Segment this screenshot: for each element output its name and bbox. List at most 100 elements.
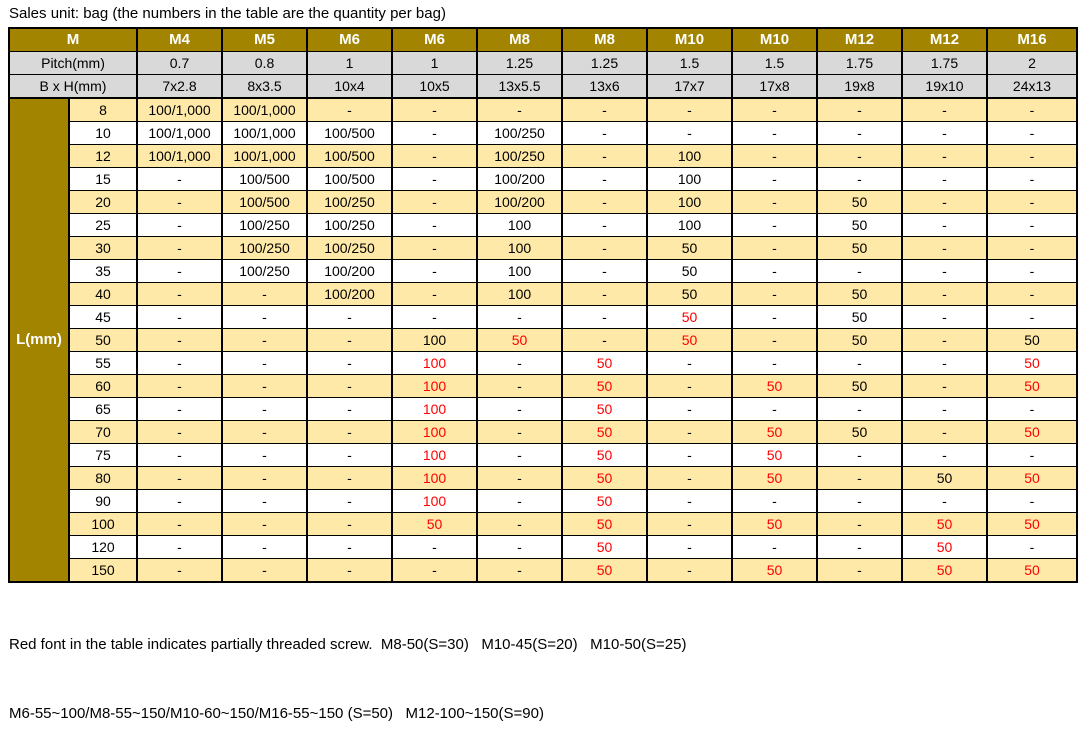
l-value: 75 bbox=[68, 443, 138, 467]
data-cell: - bbox=[391, 259, 478, 283]
data-cell: - bbox=[136, 374, 223, 398]
col-pitch-value: 1.75 bbox=[901, 51, 988, 75]
data-cell: - bbox=[816, 558, 903, 583]
data-cell: - bbox=[816, 535, 903, 559]
data-cell: 50 bbox=[816, 305, 903, 329]
data-cell: - bbox=[901, 259, 988, 283]
table-row: 20-100/500 100/250-100/200-100-50- - bbox=[9, 190, 1078, 214]
data-cell: - bbox=[646, 489, 733, 513]
data-cell: - bbox=[136, 535, 223, 559]
data-cell: 100/1,000 bbox=[221, 121, 308, 145]
pitch-label: Pitch(mm) bbox=[8, 51, 138, 75]
data-cell: 100 bbox=[476, 282, 563, 306]
table-header: M M4 M5 M6 M6 M8 M8 M10 M10 M12 M12 M16 Pitch(mm) … bbox=[8, 27, 1078, 99]
data-cell: - bbox=[986, 213, 1078, 237]
data-cell: - bbox=[901, 351, 988, 375]
data-cell: 100/1,000 bbox=[221, 144, 308, 168]
data-cell: - bbox=[646, 374, 733, 398]
l-value: 50 bbox=[68, 328, 138, 352]
data-cell: 50 bbox=[816, 236, 903, 260]
data-cell: - bbox=[816, 466, 903, 490]
data-cell: - bbox=[986, 167, 1078, 191]
data-cell: 100/1,000 bbox=[221, 97, 308, 122]
data-cell: - bbox=[816, 443, 903, 467]
data-cell: 50 bbox=[731, 420, 818, 444]
data-cell: - bbox=[816, 397, 903, 421]
data-cell: - bbox=[306, 397, 393, 421]
table-row: 120- - - - -50- - -50- bbox=[9, 535, 1078, 559]
data-cell: 50 bbox=[731, 558, 818, 583]
data-cell: - bbox=[561, 328, 648, 352]
data-cell: - bbox=[901, 443, 988, 467]
data-cell: - bbox=[391, 167, 478, 191]
table-row: 65- - -100-50- - - - - bbox=[9, 397, 1078, 421]
data-cell: 100 bbox=[391, 328, 478, 352]
col-header-m: M5 bbox=[221, 27, 308, 52]
table-row: 55- - -100-50- - - -50 bbox=[9, 351, 1078, 375]
data-cell: - bbox=[136, 420, 223, 444]
data-cell: 50 bbox=[986, 558, 1078, 583]
table-row: 80- - -100-50-50-50 50 bbox=[9, 466, 1078, 490]
data-cell: 50 bbox=[391, 512, 478, 536]
data-cell: - bbox=[306, 328, 393, 352]
data-cell: 100 bbox=[476, 236, 563, 260]
data-cell: 50 bbox=[561, 420, 648, 444]
data-cell: - bbox=[646, 351, 733, 375]
data-cell: - bbox=[986, 535, 1078, 559]
data-cell: - bbox=[391, 236, 478, 260]
col-header-m: M4 bbox=[136, 27, 223, 52]
data-cell: 50 bbox=[561, 466, 648, 490]
data-cell: - bbox=[136, 236, 223, 260]
col-bxh-value: 7x2.8 bbox=[136, 74, 223, 99]
data-cell: - bbox=[816, 121, 903, 145]
l-value: 25 bbox=[68, 213, 138, 237]
table-row: 60- - -100-50-50 50-50 bbox=[9, 374, 1078, 398]
data-cell: - bbox=[901, 397, 988, 421]
col-pitch-value: 1.25 bbox=[476, 51, 563, 75]
data-cell: - bbox=[391, 282, 478, 306]
data-cell: 50 bbox=[731, 512, 818, 536]
table-row: 70- - -100-50-50 50-50 bbox=[9, 420, 1078, 444]
data-cell: 100 bbox=[476, 213, 563, 237]
data-cell: - bbox=[306, 351, 393, 375]
data-cell: - bbox=[306, 443, 393, 467]
col-bxh-value: 8x3.5 bbox=[221, 74, 308, 99]
header-row-m: M M4 M5 M6 M6 M8 M8 M10 M10 M12 M12 M16 bbox=[8, 27, 1078, 52]
table-row: 15-100/500 100/500-100/200-100- - - - bbox=[9, 167, 1078, 191]
data-cell: - bbox=[731, 351, 818, 375]
data-cell: - bbox=[306, 489, 393, 513]
table-row: 10 100/1,000 100/1,000 100/500-100/250- - - - -… bbox=[9, 121, 1078, 145]
data-cell: 50 bbox=[986, 466, 1078, 490]
data-cell: - bbox=[306, 97, 393, 122]
col-header-m: M6 bbox=[306, 27, 393, 52]
data-cell: - bbox=[221, 351, 308, 375]
data-cell: 100 bbox=[646, 213, 733, 237]
l-axis-label: L(mm) bbox=[8, 97, 70, 583]
data-cell: - bbox=[731, 167, 818, 191]
l-value: 60 bbox=[68, 374, 138, 398]
data-cell: 50 bbox=[561, 374, 648, 398]
data-cell: - bbox=[221, 558, 308, 583]
data-cell: 100/1,000 bbox=[136, 121, 223, 145]
data-cell: - bbox=[136, 282, 223, 306]
data-cell: 100/250 bbox=[306, 190, 393, 214]
footer-note-ranges: M6-55~100/M8-55~150/M10-60~150/M16-55~15… bbox=[9, 705, 544, 722]
header-row-bxh: B x H(mm) 7x2.8 8x3.5 10x4 10x5 13x5.5 13x6 17… bbox=[8, 74, 1078, 99]
data-cell: - bbox=[476, 443, 563, 467]
data-cell: - bbox=[476, 97, 563, 122]
data-cell: 50 bbox=[561, 397, 648, 421]
data-cell: - bbox=[986, 305, 1078, 329]
col-pitch-value: 2 bbox=[986, 51, 1078, 75]
data-cell: 100/500 bbox=[306, 144, 393, 168]
data-cell: 100/250 bbox=[221, 236, 308, 260]
data-cell: - bbox=[901, 121, 988, 145]
data-cell: - bbox=[136, 558, 223, 583]
data-cell: - bbox=[986, 121, 1078, 145]
data-cell: - bbox=[476, 466, 563, 490]
data-cell: 100/1,000 bbox=[136, 144, 223, 168]
data-cell: - bbox=[136, 443, 223, 467]
data-cell: - bbox=[391, 213, 478, 237]
data-cell: 100/200 bbox=[306, 259, 393, 283]
data-cell: 50 bbox=[816, 213, 903, 237]
data-cell: 50 bbox=[731, 466, 818, 490]
